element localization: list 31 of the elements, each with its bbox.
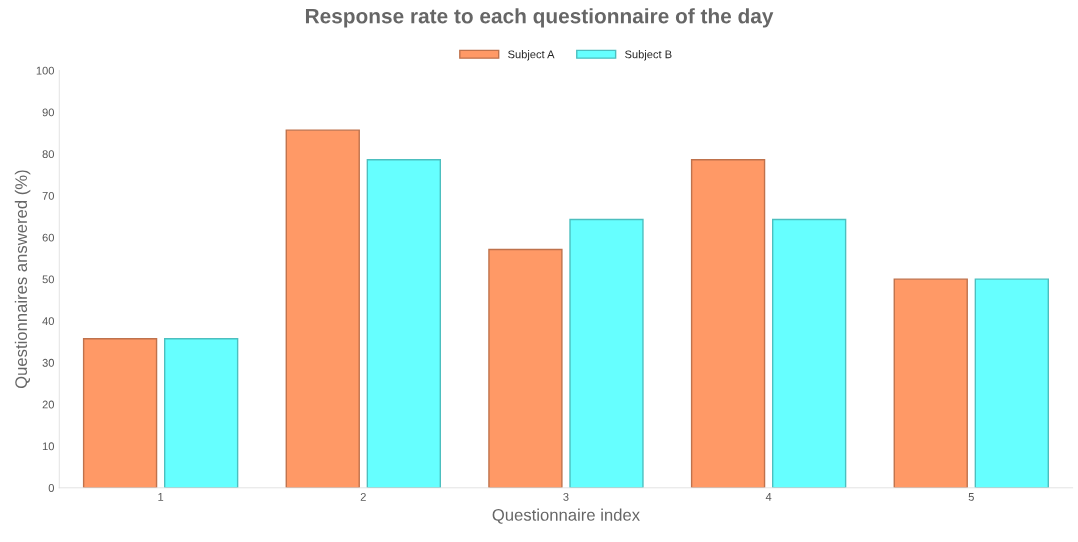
x-tick-label: 2 [360,492,366,501]
chart-title: Response rate to each questionnaire of the day [305,8,774,28]
bar [163,338,239,488]
y-tick-label: 70 [42,191,54,200]
x-tick-label: 3 [563,492,569,501]
x-tick-label: 1 [158,493,164,501]
y-tick-label: 50 [42,275,54,284]
bar [366,159,441,488]
bar [974,278,1049,488]
bar [569,218,644,488]
y-tick-label: 60 [42,233,54,242]
legend-label: Subject B [625,50,672,61]
x-tick-label: 5 [968,493,974,501]
y-tick-label: 80 [42,150,54,159]
y-tick-label: 0 [48,484,54,492]
bar [690,159,766,488]
y-tick-label: 90 [42,108,54,117]
x-axis-title: Questionnaire index [492,508,640,524]
bar [893,278,968,488]
y-tick-label: 10 [42,442,54,451]
bar [771,218,847,488]
y-tick-label: 40 [42,317,54,325]
bar [82,338,158,488]
y-axis-title: Questionnaires answered (%) [14,170,31,389]
legend-label: Subject A [508,50,555,61]
bar [488,248,563,488]
bar [285,129,360,488]
y-tick-label: 20 [42,400,54,409]
y-tick-label: 30 [42,358,54,367]
y-tick-label: 100 [36,66,54,75]
x-tick-label: 4 [765,493,772,501]
